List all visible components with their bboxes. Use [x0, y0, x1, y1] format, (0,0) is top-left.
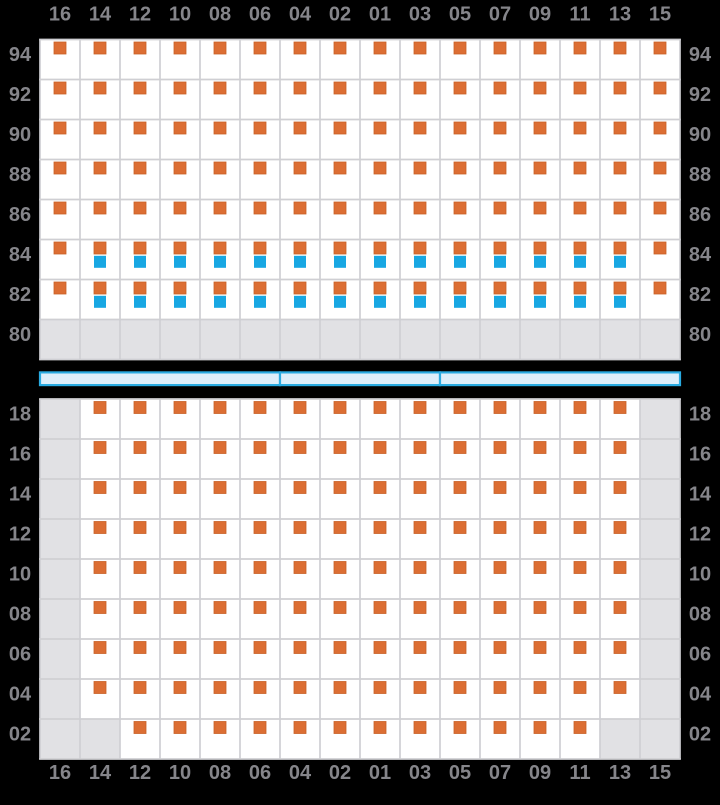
svg-text:08: 08	[9, 603, 31, 625]
svg-text:84: 84	[689, 244, 712, 266]
svg-text:05: 05	[449, 762, 471, 784]
svg-text:80: 80	[9, 324, 31, 346]
svg-text:88: 88	[9, 164, 31, 186]
svg-text:06: 06	[249, 762, 271, 784]
svg-text:10: 10	[169, 4, 191, 26]
svg-text:02: 02	[689, 723, 711, 745]
svg-text:12: 12	[9, 523, 31, 545]
svg-text:94: 94	[9, 44, 32, 66]
svg-text:82: 82	[9, 284, 31, 306]
svg-text:18: 18	[689, 403, 711, 425]
svg-text:05: 05	[449, 4, 471, 26]
svg-text:16: 16	[49, 4, 71, 26]
svg-text:11: 11	[569, 4, 590, 26]
svg-text:02: 02	[329, 4, 351, 26]
svg-text:06: 06	[9, 643, 31, 665]
svg-text:08: 08	[689, 603, 711, 625]
svg-text:90: 90	[9, 124, 31, 146]
svg-text:08: 08	[209, 762, 231, 784]
svg-text:10: 10	[9, 563, 31, 585]
svg-text:82: 82	[689, 284, 711, 306]
svg-text:84: 84	[9, 244, 32, 266]
svg-text:16: 16	[9, 443, 31, 465]
svg-text:12: 12	[129, 762, 151, 784]
svg-text:15: 15	[649, 4, 671, 26]
svg-text:13: 13	[609, 4, 631, 26]
svg-text:03: 03	[409, 4, 431, 26]
svg-text:04: 04	[289, 4, 312, 26]
svg-text:86: 86	[689, 204, 711, 226]
svg-text:02: 02	[329, 762, 351, 784]
svg-text:92: 92	[689, 84, 711, 106]
svg-text:04: 04	[9, 683, 32, 705]
svg-text:11: 11	[569, 762, 590, 784]
svg-text:02: 02	[9, 723, 31, 745]
svg-text:14: 14	[89, 762, 112, 784]
svg-text:10: 10	[169, 762, 191, 784]
svg-text:14: 14	[89, 4, 112, 26]
svg-text:16: 16	[49, 762, 71, 784]
svg-text:08: 08	[209, 4, 231, 26]
svg-text:09: 09	[529, 762, 551, 784]
svg-text:12: 12	[129, 4, 151, 26]
svg-text:04: 04	[689, 683, 712, 705]
svg-text:92: 92	[9, 84, 31, 106]
svg-text:90: 90	[689, 124, 711, 146]
svg-text:03: 03	[409, 762, 431, 784]
svg-text:12: 12	[689, 523, 711, 545]
svg-text:01: 01	[369, 4, 391, 26]
svg-text:14: 14	[9, 483, 32, 505]
svg-text:04: 04	[289, 762, 312, 784]
svg-text:07: 07	[489, 4, 511, 26]
svg-text:10: 10	[689, 563, 711, 585]
svg-text:06: 06	[249, 4, 271, 26]
svg-text:80: 80	[689, 324, 711, 346]
svg-text:86: 86	[9, 204, 31, 226]
svg-text:07: 07	[489, 762, 511, 784]
svg-text:14: 14	[689, 483, 712, 505]
svg-text:16: 16	[689, 443, 711, 465]
svg-text:13: 13	[609, 762, 631, 784]
svg-text:01: 01	[369, 762, 391, 784]
svg-text:94: 94	[689, 44, 712, 66]
svg-text:15: 15	[649, 762, 671, 784]
svg-text:18: 18	[9, 403, 31, 425]
svg-text:06: 06	[689, 643, 711, 665]
svg-text:88: 88	[689, 164, 711, 186]
svg-text:09: 09	[529, 4, 551, 26]
